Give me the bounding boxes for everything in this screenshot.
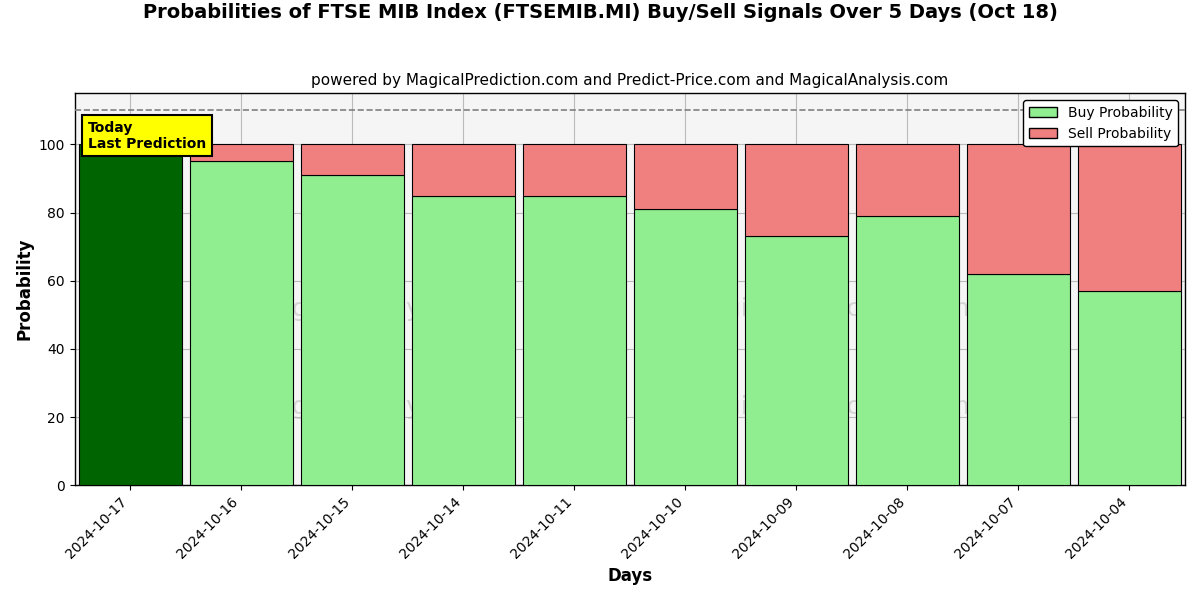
X-axis label: Days: Days <box>607 567 653 585</box>
Text: MagicalPrediction.com: MagicalPrediction.com <box>689 395 971 419</box>
Bar <box>301 145 404 175</box>
Bar <box>967 274 1070 485</box>
Bar <box>634 209 737 485</box>
Text: MagicalAnalysis.com: MagicalAnalysis.com <box>256 297 516 321</box>
Bar <box>190 145 293 161</box>
Bar <box>1078 291 1181 485</box>
Title: powered by MagicalPrediction.com and Predict-Price.com and MagicalAnalysis.com: powered by MagicalPrediction.com and Pre… <box>311 73 948 88</box>
Bar <box>301 175 404 485</box>
Bar <box>745 145 848 236</box>
Bar <box>745 236 848 485</box>
Bar <box>1078 145 1181 291</box>
Legend: Buy Probability, Sell Probability: Buy Probability, Sell Probability <box>1024 100 1178 146</box>
Text: Probabilities of FTSE MIB Index (FTSEMIB.MI) Buy/Sell Signals Over 5 Days (Oct 1: Probabilities of FTSE MIB Index (FTSEMIB… <box>143 3 1057 22</box>
Bar <box>78 145 182 485</box>
Y-axis label: Probability: Probability <box>16 238 34 340</box>
Bar <box>967 145 1070 274</box>
Text: MagicalAnalysis.com: MagicalAnalysis.com <box>256 395 516 419</box>
Bar <box>856 145 959 216</box>
Bar <box>412 145 515 196</box>
Bar <box>190 161 293 485</box>
Bar <box>634 145 737 209</box>
Text: MagicalPrediction.com: MagicalPrediction.com <box>689 297 971 321</box>
Bar <box>523 145 626 196</box>
Text: Today
Last Prediction: Today Last Prediction <box>88 121 206 151</box>
Bar <box>412 196 515 485</box>
Bar <box>856 216 959 485</box>
Bar <box>523 196 626 485</box>
